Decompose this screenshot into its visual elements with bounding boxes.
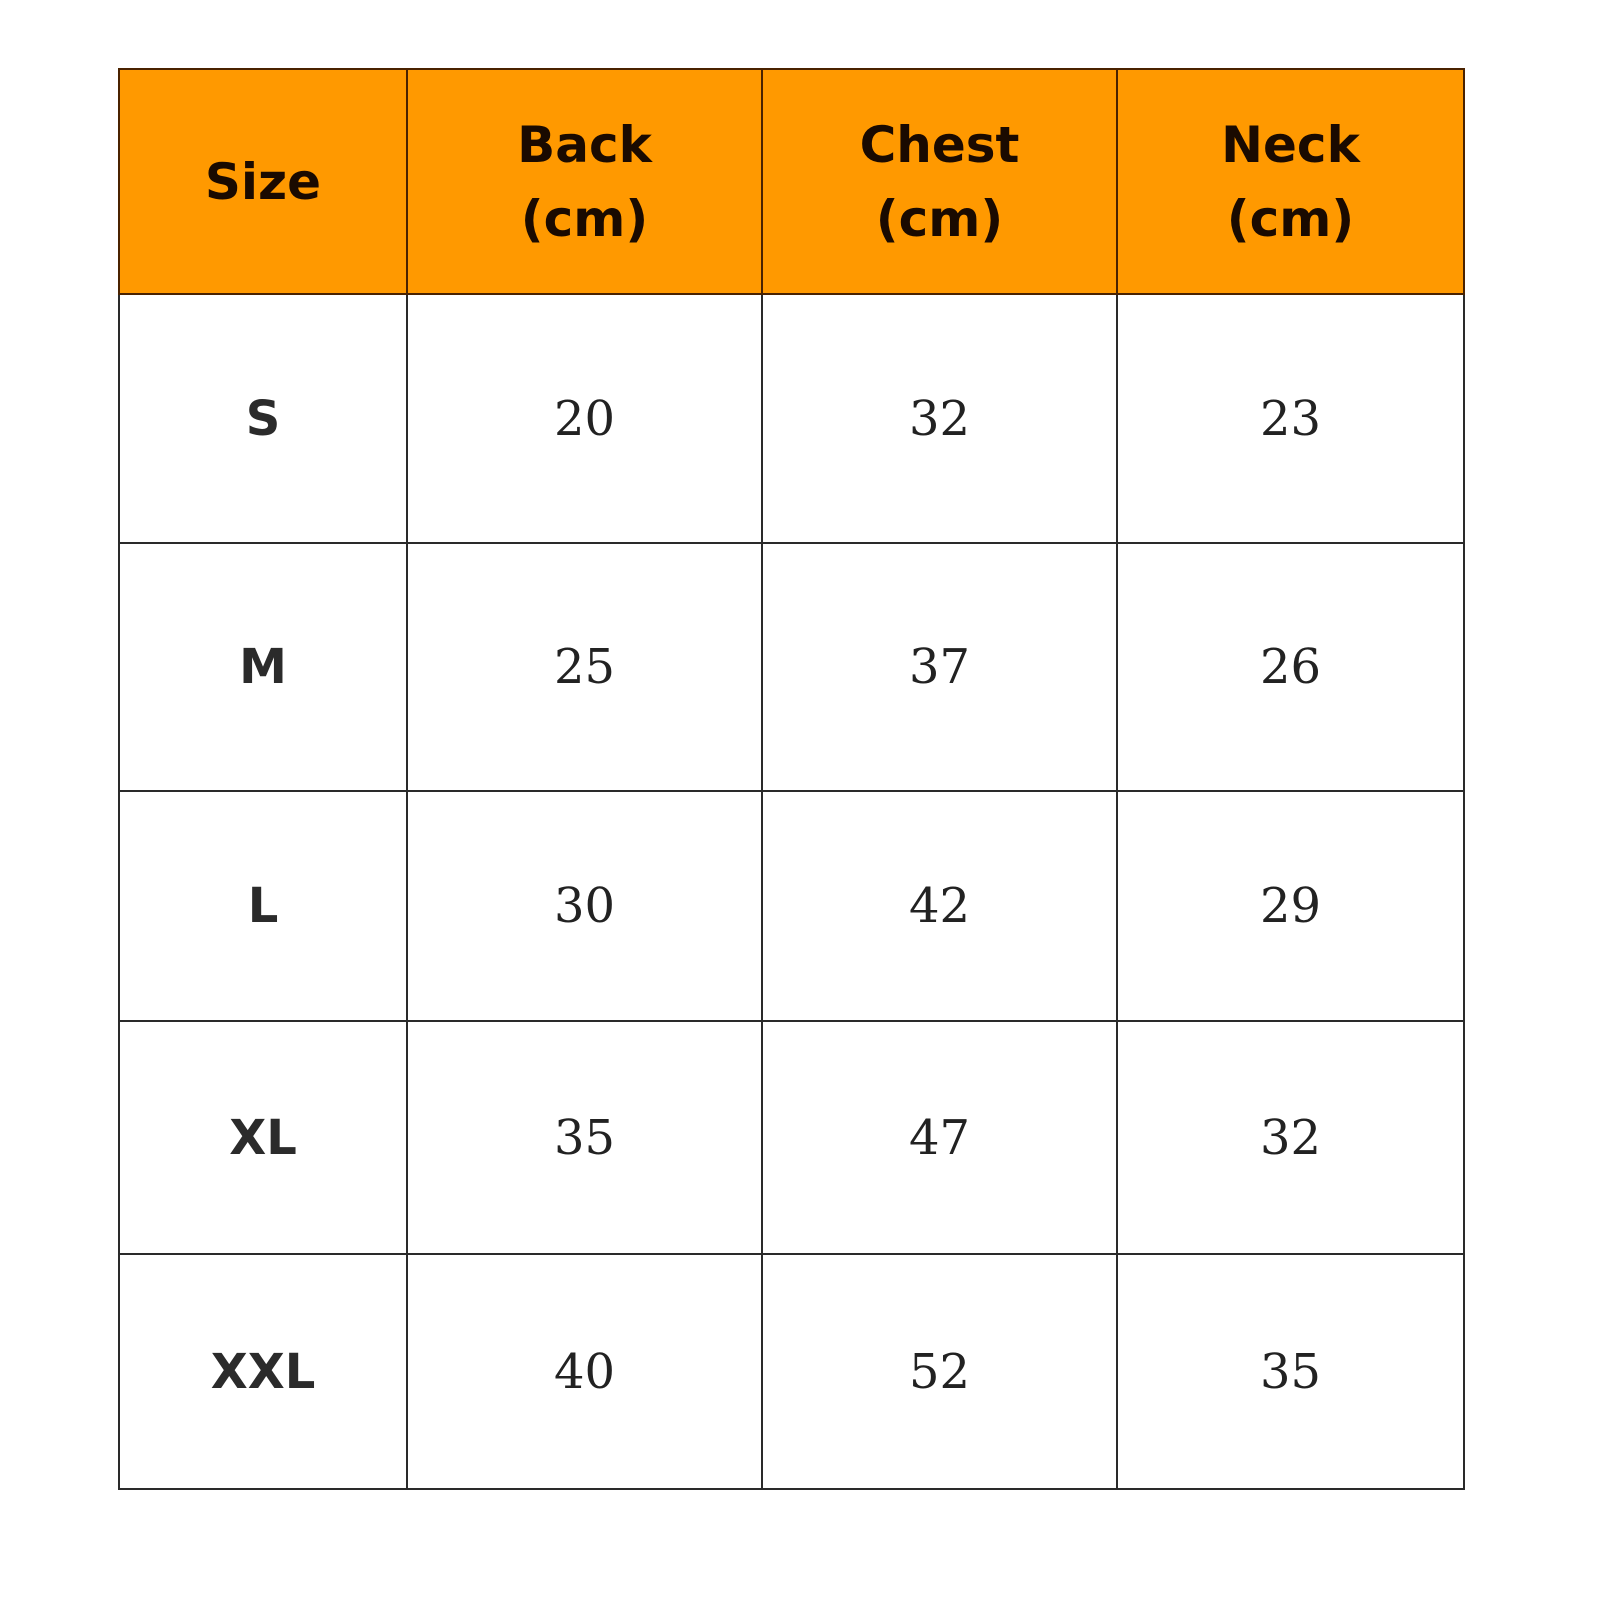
size-cell: M	[118, 542, 408, 792]
header-neck-label: Neck	[1221, 115, 1360, 174]
chest-cell: 47	[761, 1020, 1118, 1255]
size-chart-table: Size Back (cm) Chest (cm) Neck (cm) S 20 32…	[118, 68, 1465, 1490]
neck-cell: 29	[1116, 790, 1465, 1022]
neck-cell: 23	[1116, 293, 1465, 544]
header-back-label: Back	[517, 115, 652, 174]
back-cell: 25	[406, 542, 763, 792]
header-row: Size Back (cm) Chest (cm) Neck (cm)	[118, 68, 1465, 295]
size-cell: XXL	[118, 1253, 408, 1490]
back-cell: 30	[406, 790, 763, 1022]
header-size-label: Size	[204, 152, 322, 211]
table-row: L 30 42 29	[118, 790, 1465, 1022]
header-chest-label: Chest	[859, 115, 1020, 174]
back-cell: 35	[406, 1020, 763, 1255]
table-row: M 25 37 26	[118, 542, 1465, 792]
header-chest-unit: (cm)	[875, 189, 1004, 248]
size-cell: XL	[118, 1020, 408, 1255]
chest-cell: 52	[761, 1253, 1118, 1490]
header-neck-unit: (cm)	[1226, 189, 1355, 248]
table-row: XXL 40 52 35	[118, 1253, 1465, 1490]
header-back: Back (cm)	[406, 68, 763, 295]
chest-cell: 37	[761, 542, 1118, 792]
size-cell: S	[118, 293, 408, 544]
table-row: S 20 32 23	[118, 293, 1465, 544]
header-neck: Neck (cm)	[1116, 68, 1465, 295]
back-cell: 40	[406, 1253, 763, 1490]
header-size: Size	[118, 68, 408, 295]
neck-cell: 26	[1116, 542, 1465, 792]
table-row: XL 35 47 32	[118, 1020, 1465, 1255]
size-cell: L	[118, 790, 408, 1022]
header-back-unit: (cm)	[520, 189, 649, 248]
back-cell: 20	[406, 293, 763, 544]
neck-cell: 35	[1116, 1253, 1465, 1490]
chest-cell: 42	[761, 790, 1118, 1022]
chest-cell: 32	[761, 293, 1118, 544]
neck-cell: 32	[1116, 1020, 1465, 1255]
header-chest: Chest (cm)	[761, 68, 1118, 295]
